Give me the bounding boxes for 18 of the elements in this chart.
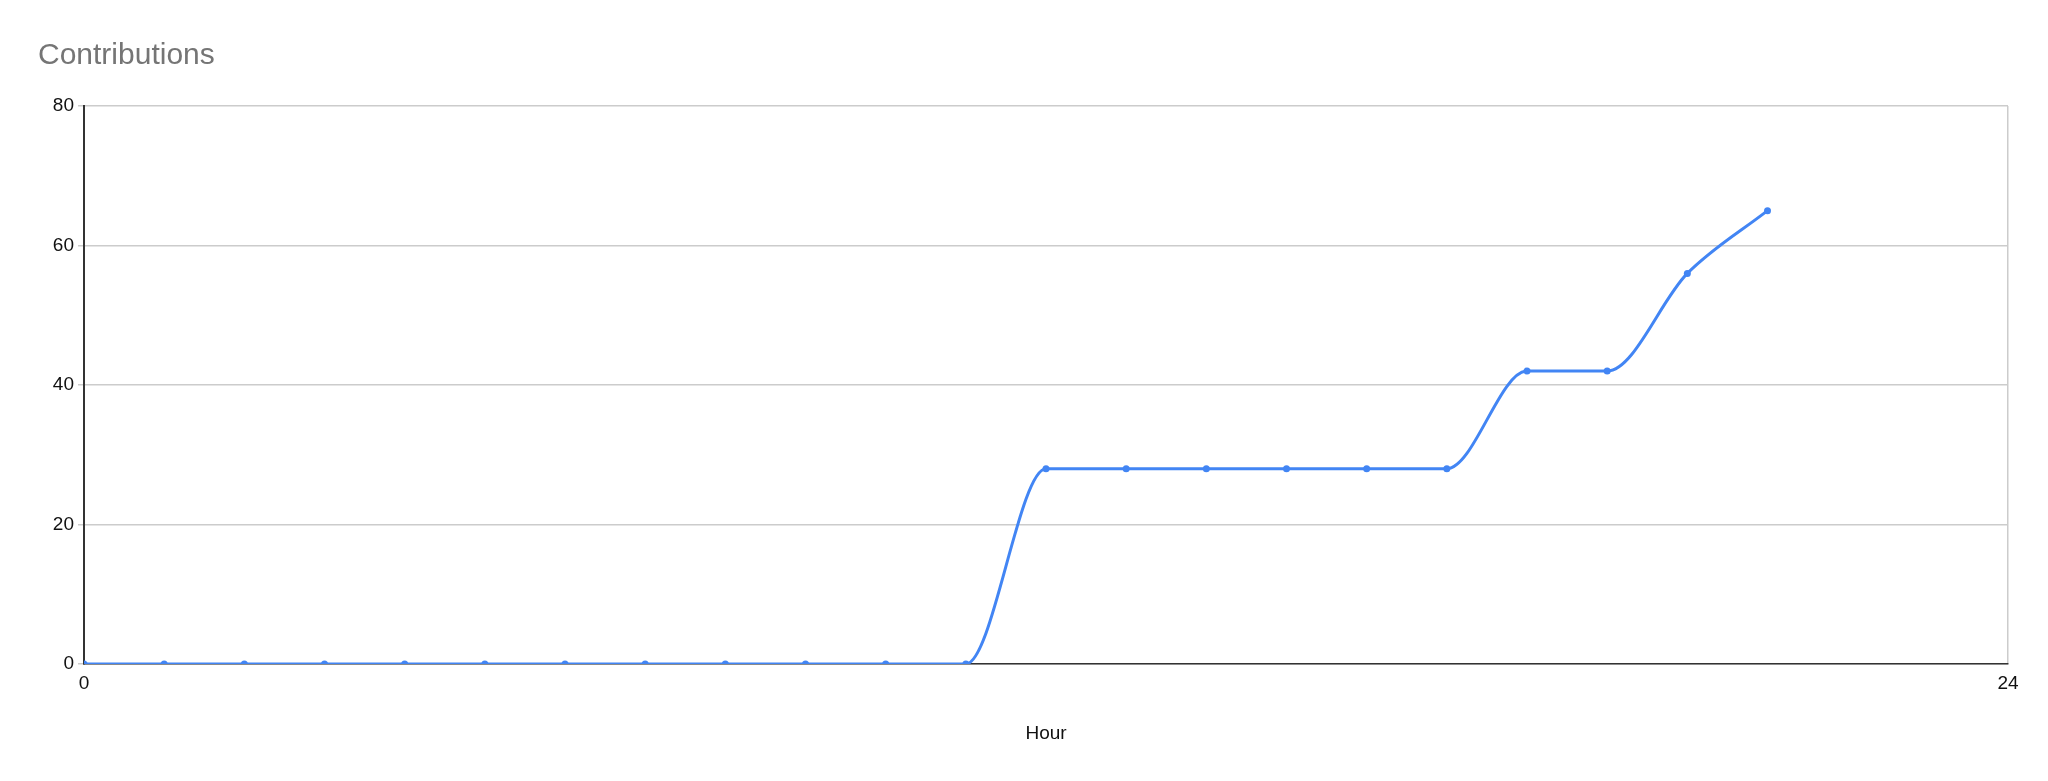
point	[1283, 465, 1290, 473]
y-tick-label: 0	[63, 652, 74, 674]
point	[1363, 465, 1371, 473]
x-axis-title: Hour	[1025, 721, 1068, 743]
chart-title: Contributions	[38, 37, 215, 71]
y-tick-label: 60	[52, 233, 74, 255]
point	[1443, 465, 1451, 473]
point	[1764, 207, 1771, 215]
point	[1523, 367, 1531, 375]
x-tick-label: 24	[1997, 671, 2019, 693]
point	[1202, 465, 1210, 473]
point	[1042, 465, 1050, 473]
y-tick-label: 20	[52, 512, 74, 534]
point	[1603, 367, 1611, 375]
y-tick-label: 80	[52, 94, 74, 116]
point	[1683, 269, 1691, 277]
y-tick-label: 40	[52, 373, 74, 395]
point	[1122, 465, 1130, 473]
